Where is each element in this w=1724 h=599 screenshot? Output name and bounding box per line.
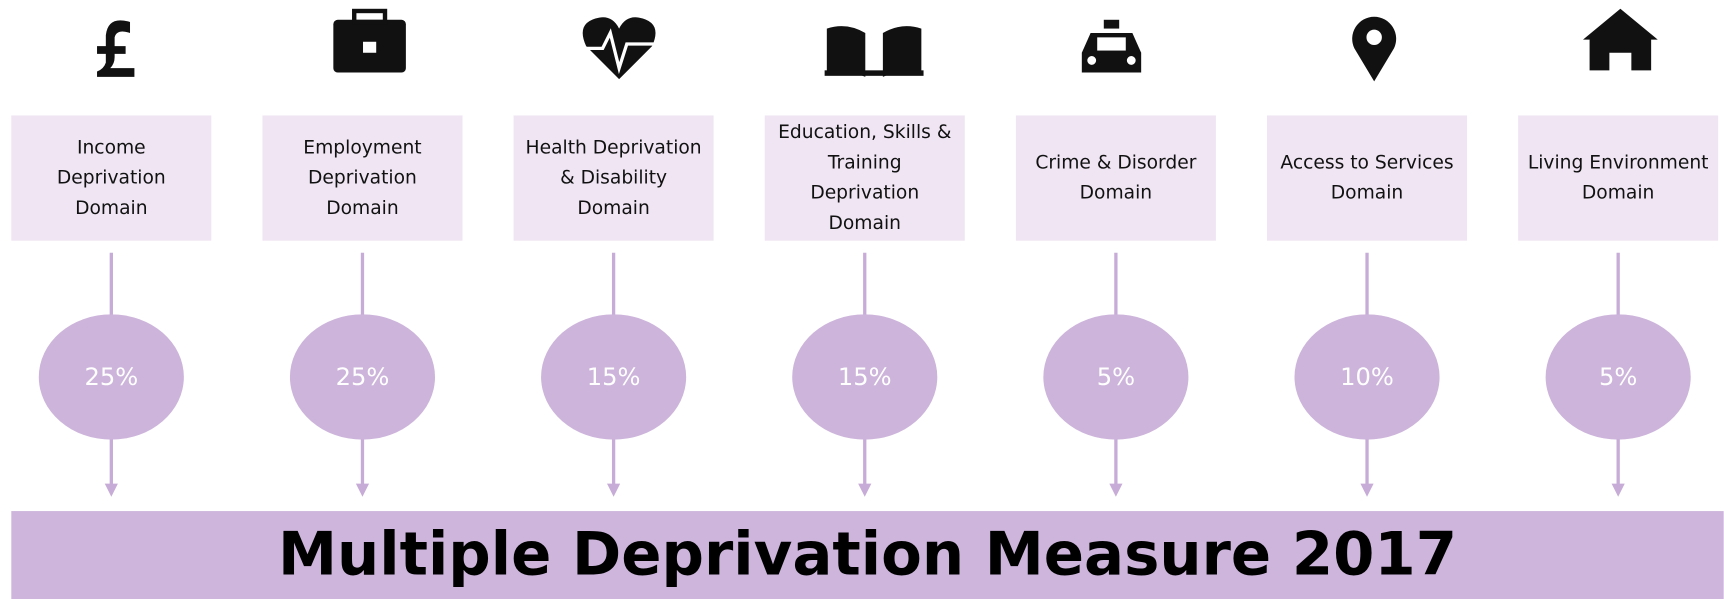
book-icon <box>824 26 924 77</box>
domain-label: Living Environment <box>1528 152 1709 173</box>
domain-label: Domain <box>829 213 901 234</box>
domain-label: Domain <box>326 198 398 219</box>
domain-label: Domain <box>1331 183 1403 204</box>
domain-label: Education, Skills & <box>778 122 951 143</box>
domain-label: Health Deprivation <box>526 137 702 158</box>
weight-label: 5% <box>1097 363 1135 391</box>
weight-label: 5% <box>1599 363 1637 391</box>
weight-circle <box>792 314 938 440</box>
briefcase-icon <box>333 8 406 73</box>
domain-box <box>1015 115 1216 241</box>
domain-label: Deprivation <box>810 183 919 204</box>
domain-label: Domain <box>577 198 649 219</box>
footer-title: Multiple Deprivation Measure 2017 <box>278 519 1457 588</box>
weight-circle <box>289 314 436 440</box>
weight-circle <box>1294 314 1440 440</box>
domain-box <box>1518 115 1719 241</box>
domain-box <box>1267 115 1468 241</box>
weight-label: 15% <box>838 363 892 391</box>
weight-circle <box>541 314 687 440</box>
domain-label: Income <box>77 137 146 158</box>
pound-icon <box>97 20 135 77</box>
house-icon <box>1582 8 1658 71</box>
domain-box <box>513 115 714 241</box>
domain-box <box>262 115 463 241</box>
footer-band <box>11 511 1724 599</box>
pin-icon <box>1352 16 1397 82</box>
domain-label: Domain <box>75 198 147 219</box>
domain-label: Deprivation <box>308 168 417 189</box>
domain-label: Access to Services <box>1280 152 1453 173</box>
domain-label: Deprivation <box>57 168 166 189</box>
weight-circle <box>1545 314 1691 440</box>
weight-label: 15% <box>587 363 641 391</box>
heart-icon <box>582 17 656 80</box>
domain-box <box>764 115 965 241</box>
car-icon <box>1081 19 1142 73</box>
domain-label: Employment <box>303 137 421 158</box>
domain-box <box>11 115 212 241</box>
weight-label: 10% <box>1340 363 1394 391</box>
domain-label: Training <box>827 152 902 173</box>
weight-circle <box>38 314 184 440</box>
domain-label: Domain <box>1582 183 1654 204</box>
domain-label: Domain <box>1080 183 1152 204</box>
icons <box>97 8 1658 82</box>
weight-circle <box>1043 314 1189 440</box>
weight-label: 25% <box>336 363 390 391</box>
domain-label: Crime & Disorder <box>1035 152 1196 173</box>
weight-label: 25% <box>84 363 138 391</box>
domain-label: & Disability <box>560 168 667 189</box>
